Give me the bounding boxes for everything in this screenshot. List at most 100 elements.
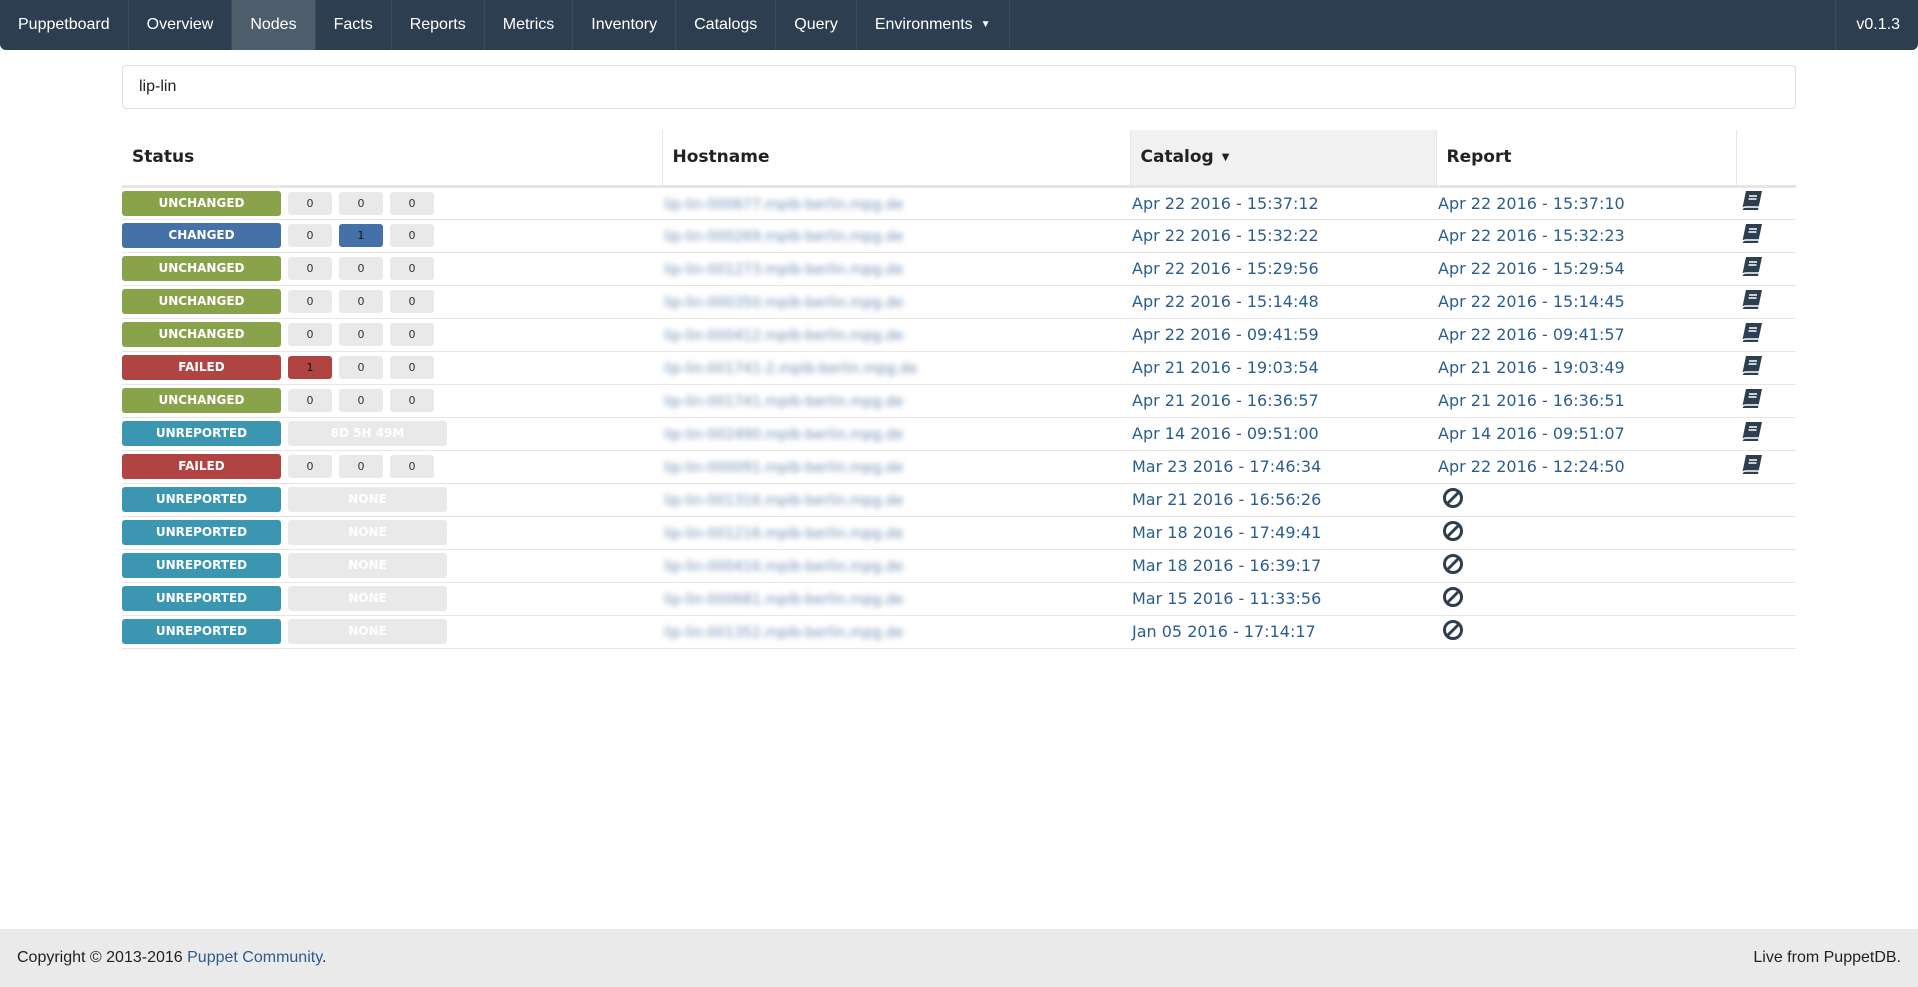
noop-count[interactable]: 0 bbox=[390, 290, 434, 313]
hostname-link[interactable]: lip-lin-000416.mpib-berlin.mpg.de bbox=[664, 559, 904, 575]
status-badge[interactable]: UNCHANGED bbox=[122, 256, 281, 281]
book-icon[interactable] bbox=[1740, 289, 1764, 315]
status-badge[interactable]: UNREPORTED bbox=[122, 586, 281, 611]
catalog-link[interactable]: Mar 21 2016 - 16:56:26 bbox=[1130, 483, 1436, 517]
failed-count[interactable]: 0 bbox=[288, 224, 332, 247]
hostname-link[interactable]: lip-lin-000350.mpib-berlin.mpg.de bbox=[664, 295, 904, 311]
report-link[interactable]: Apr 22 2016 - 15:14:45 bbox=[1436, 285, 1736, 319]
nav-metrics[interactable]: Metrics bbox=[485, 0, 574, 50]
status-badge[interactable]: UNREPORTED bbox=[122, 487, 281, 512]
failed-count[interactable]: 0 bbox=[288, 257, 332, 280]
book-icon[interactable] bbox=[1740, 388, 1764, 414]
book-icon[interactable] bbox=[1740, 256, 1764, 282]
status-badge[interactable]: UNREPORTED bbox=[122, 553, 281, 578]
hostname-link[interactable]: lip-lin-001741-2.mpib-berlin.mpg.de bbox=[664, 361, 918, 377]
failed-count[interactable]: 0 bbox=[288, 389, 332, 412]
catalog-link[interactable]: Apr 22 2016 - 15:37:12 bbox=[1130, 186, 1436, 220]
catalog-link[interactable]: Apr 22 2016 - 15:29:56 bbox=[1130, 252, 1436, 286]
nav-catalogs[interactable]: Catalogs bbox=[676, 0, 777, 50]
nav-environments-dropdown[interactable]: Environments ▼ bbox=[857, 0, 1010, 50]
changed-count[interactable]: 0 bbox=[339, 389, 383, 412]
noop-count[interactable]: 0 bbox=[390, 323, 434, 346]
book-icon[interactable] bbox=[1740, 421, 1764, 447]
catalog-link[interactable]: Apr 22 2016 - 15:32:22 bbox=[1130, 219, 1436, 253]
catalog-link[interactable]: Mar 23 2016 - 17:46:34 bbox=[1130, 450, 1436, 484]
header-catalog[interactable]: Catalog ▼ bbox=[1129, 130, 1436, 188]
catalog-link[interactable]: Apr 22 2016 - 09:41:59 bbox=[1130, 318, 1436, 352]
hostname-link[interactable]: lip-lin-000091.mpib-berlin.mpg.de bbox=[664, 460, 904, 476]
header-report[interactable]: Report bbox=[1435, 130, 1736, 188]
nav-brand[interactable]: Puppetboard bbox=[0, 0, 129, 50]
failed-count[interactable]: 0 bbox=[288, 455, 332, 478]
changed-count[interactable]: 0 bbox=[339, 257, 383, 280]
book-icon[interactable] bbox=[1740, 322, 1764, 348]
book-icon[interactable] bbox=[1740, 223, 1764, 249]
changed-count[interactable]: 0 bbox=[339, 290, 383, 313]
changed-count[interactable]: 0 bbox=[339, 455, 383, 478]
catalog-link[interactable]: Apr 21 2016 - 19:03:54 bbox=[1130, 351, 1436, 385]
status-badge[interactable]: FAILED bbox=[122, 355, 281, 380]
header-status[interactable]: Status bbox=[122, 130, 662, 188]
nav-overview[interactable]: Overview bbox=[129, 0, 233, 50]
hostname-link[interactable]: lip-lin-001316.mpib-berlin.mpg.de bbox=[664, 493, 904, 509]
report-link[interactable]: Apr 22 2016 - 15:29:54 bbox=[1436, 252, 1736, 286]
report-link[interactable]: Apr 22 2016 - 15:32:23 bbox=[1436, 219, 1736, 253]
catalog-link[interactable]: Apr 22 2016 - 15:14:48 bbox=[1130, 285, 1436, 319]
report-link[interactable]: Apr 22 2016 - 09:41:57 bbox=[1436, 318, 1736, 352]
book-icon[interactable] bbox=[1740, 454, 1764, 480]
noop-count[interactable]: 0 bbox=[390, 257, 434, 280]
nav-facts[interactable]: Facts bbox=[316, 0, 392, 50]
report-link[interactable]: Apr 22 2016 - 12:24:50 bbox=[1436, 450, 1736, 484]
nav-inventory[interactable]: Inventory bbox=[573, 0, 677, 50]
status-badge[interactable]: UNCHANGED bbox=[122, 190, 281, 216]
failed-count[interactable]: 1 bbox=[288, 356, 332, 379]
noop-count[interactable]: 0 bbox=[390, 191, 434, 215]
noop-count[interactable]: 0 bbox=[390, 455, 434, 478]
noop-count[interactable]: 0 bbox=[390, 356, 434, 379]
hostname-link[interactable]: lip-lin-001741.mpib-berlin.mpg.de bbox=[664, 394, 904, 410]
report-link[interactable]: Apr 21 2016 - 16:36:51 bbox=[1436, 384, 1736, 418]
catalog-link[interactable]: Jan 05 2016 - 17:14:17 bbox=[1130, 615, 1436, 649]
nav-query[interactable]: Query bbox=[776, 0, 857, 50]
changed-count[interactable]: 0 bbox=[339, 356, 383, 379]
book-icon[interactable] bbox=[1740, 355, 1764, 381]
failed-count[interactable]: 0 bbox=[288, 191, 332, 215]
status-badge[interactable]: CHANGED bbox=[122, 223, 281, 248]
catalog-link[interactable]: Mar 18 2016 - 16:39:17 bbox=[1130, 549, 1436, 583]
hostname-link[interactable]: lip-lin-000677.mpib-berlin.mpg.de bbox=[664, 196, 904, 213]
noop-count[interactable]: 0 bbox=[390, 389, 434, 412]
report-link[interactable]: Apr 21 2016 - 19:03:49 bbox=[1436, 351, 1736, 385]
hostname-link[interactable]: lip-lin-001216.mpib-berlin.mpg.de bbox=[664, 526, 904, 542]
catalog-link[interactable]: Mar 15 2016 - 11:33:56 bbox=[1130, 582, 1436, 616]
status-badge[interactable]: FAILED bbox=[122, 454, 281, 479]
catalog-link[interactable]: Mar 18 2016 - 17:49:41 bbox=[1130, 516, 1436, 550]
nav-reports[interactable]: Reports bbox=[392, 0, 485, 50]
header-hostname[interactable]: Hostname bbox=[661, 130, 1130, 188]
hostname-link[interactable]: lip-lin-002490.mpib-berlin.mpg.de bbox=[664, 427, 904, 443]
book-icon[interactable] bbox=[1740, 190, 1764, 216]
hostname-link[interactable]: lip-lin-000681.mpib-berlin.mpg.de bbox=[664, 592, 904, 608]
status-badge[interactable]: UNCHANGED bbox=[122, 388, 281, 413]
search-input[interactable] bbox=[122, 65, 1796, 109]
changed-count[interactable]: 0 bbox=[339, 323, 383, 346]
version-link[interactable]: v0.1.3 bbox=[1835, 0, 1918, 50]
changed-count[interactable]: 1 bbox=[339, 224, 383, 247]
hostname-link[interactable]: lip-lin-001273.mpib-berlin.mpg.de bbox=[664, 262, 904, 278]
failed-count[interactable]: 0 bbox=[288, 323, 332, 346]
status-badge[interactable]: UNREPORTED bbox=[122, 619, 281, 644]
catalog-link[interactable]: Apr 14 2016 - 09:51:00 bbox=[1130, 417, 1436, 451]
status-badge[interactable]: UNCHANGED bbox=[122, 289, 281, 314]
changed-count[interactable]: 0 bbox=[339, 191, 383, 215]
report-link[interactable]: Apr 14 2016 - 09:51:07 bbox=[1436, 417, 1736, 451]
failed-count[interactable]: 0 bbox=[288, 290, 332, 313]
status-badge[interactable]: UNCHANGED bbox=[122, 322, 281, 347]
catalog-link[interactable]: Apr 21 2016 - 16:36:57 bbox=[1130, 384, 1436, 418]
status-badge[interactable]: UNREPORTED bbox=[122, 421, 281, 446]
footer-community-link[interactable]: Puppet Community bbox=[187, 949, 322, 966]
noop-count[interactable]: 0 bbox=[390, 224, 434, 247]
hostname-link[interactable]: lip-lin-000412.mpib-berlin.mpg.de bbox=[664, 328, 904, 344]
report-link[interactable]: Apr 22 2016 - 15:37:10 bbox=[1436, 186, 1736, 220]
nav-nodes[interactable]: Nodes bbox=[232, 0, 316, 50]
hostname-link[interactable]: lip-lin-001352.mpib-berlin.mpg.de bbox=[664, 625, 904, 641]
hostname-link[interactable]: lip-lin-000269.mpib-berlin.mpg.de bbox=[664, 229, 904, 245]
